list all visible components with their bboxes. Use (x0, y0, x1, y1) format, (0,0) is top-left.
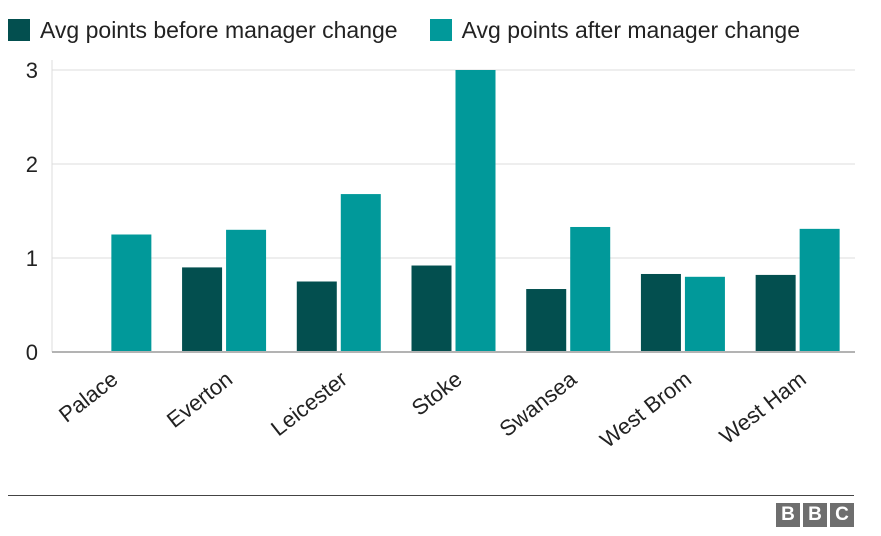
legend-label-before: Avg points before manager change (40, 16, 398, 43)
bar-after (799, 228, 840, 352)
legend: Avg points before manager change Avg poi… (8, 14, 832, 46)
legend-item-before: Avg points before manager change (8, 17, 398, 44)
bbc-logo-letter: B (803, 503, 827, 527)
bar-before (411, 265, 452, 352)
x-tick-label: Everton (162, 366, 237, 432)
footer-divider (8, 495, 854, 496)
y-tick-label: 2 (26, 152, 38, 177)
x-tick-label: West Brom (595, 366, 696, 452)
legend-item-after: Avg points after manager change (429, 16, 801, 44)
x-tick-label: Swansea (495, 366, 582, 442)
bar-before (755, 274, 796, 352)
bar-after (340, 194, 381, 352)
bbc-logo-letter: C (830, 503, 854, 527)
bar-before (182, 267, 223, 352)
bar-after (226, 229, 267, 352)
x-tick-label: Stoke (407, 366, 467, 420)
bar-before (640, 273, 681, 352)
bar-before (526, 289, 567, 352)
bar-before (296, 281, 337, 352)
bar-after (684, 276, 725, 352)
y-tick-label: 3 (26, 58, 38, 83)
legend-swatch-after (429, 19, 452, 41)
x-tick-label: Leicester (266, 366, 352, 441)
y-tick-label: 0 (26, 340, 38, 365)
x-tick-label: West Ham (715, 366, 811, 449)
bar-after (455, 70, 496, 352)
legend-label-after: Avg points after manager change (461, 16, 801, 43)
bbc-logo-letter: B (776, 503, 800, 527)
bar-after (111, 234, 152, 352)
x-tick-label: Palace (54, 366, 122, 427)
bar-after (570, 226, 611, 352)
legend-swatch-before (8, 19, 30, 41)
bbc-logo: B B C (776, 503, 854, 527)
y-tick-label: 1 (26, 246, 38, 271)
